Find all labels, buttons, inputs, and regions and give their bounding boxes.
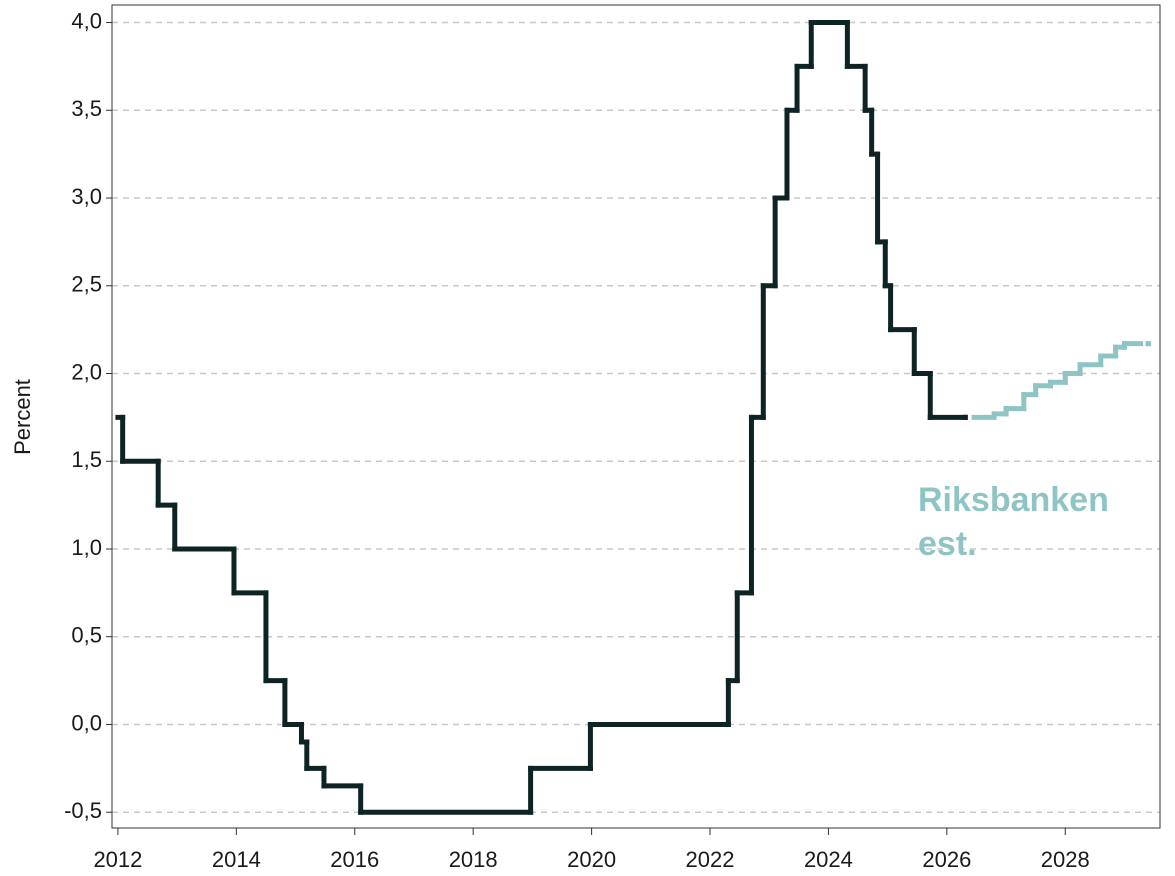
y-tick-label: 0,0 (71, 710, 102, 735)
plot-frame (111, 4, 1161, 829)
y-tick-label: -0,5 (64, 798, 102, 823)
x-tick-label: 2028 (1041, 847, 1090, 872)
y-tick-label: 3,0 (71, 184, 102, 209)
y-tick-label: 1,0 (71, 535, 102, 560)
y-tick-label: 2,5 (71, 272, 102, 297)
x-tick-label: 2014 (212, 847, 261, 872)
y-tick-label: 2,0 (71, 359, 102, 384)
x-tick-label: 2026 (922, 847, 971, 872)
x-tick-label: 2012 (93, 847, 142, 872)
x-tick-label: 2016 (330, 847, 379, 872)
annotation: est. (918, 525, 977, 563)
annotation: Riksbanken (918, 481, 1109, 519)
x-tick-label: 2024 (804, 847, 853, 872)
y-tick-label: 3,5 (71, 96, 102, 121)
y-axis-label: Percent (10, 379, 35, 455)
y-tick-label: 0,5 (71, 623, 102, 648)
x-tick-label: 2018 (449, 847, 498, 872)
y-tick-label: 4,0 (71, 8, 102, 33)
x-tick-label: 2020 (567, 847, 616, 872)
y-tick-label: 1,5 (71, 447, 102, 472)
x-tick-label: 2022 (686, 847, 735, 872)
